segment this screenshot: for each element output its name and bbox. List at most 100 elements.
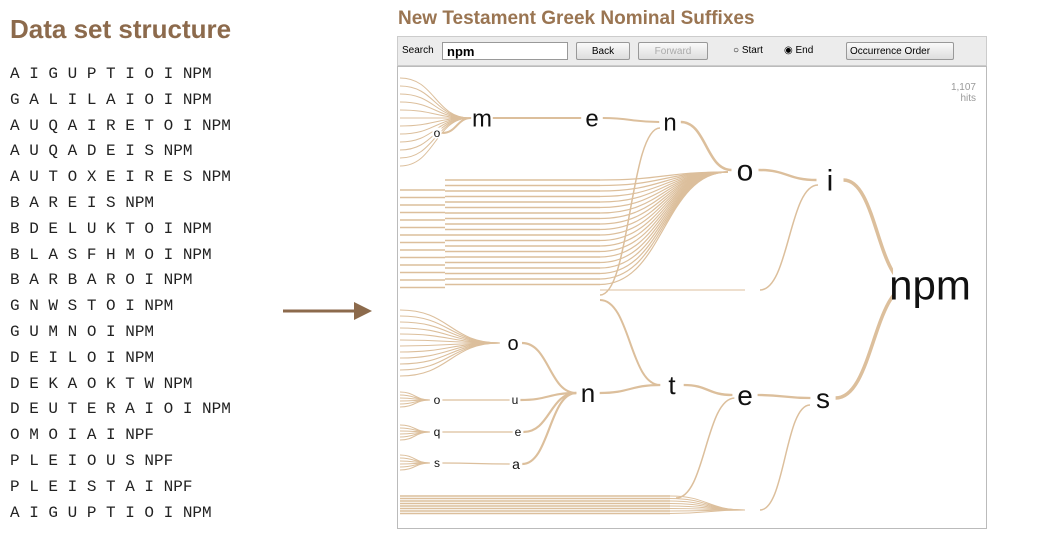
tree-node: u xyxy=(512,393,519,407)
data-line: B A R E I S NPM xyxy=(10,193,155,212)
tree-edge xyxy=(680,120,732,172)
node-bg xyxy=(432,127,442,139)
tree-node: s xyxy=(434,456,440,470)
data-line: B L A S F H M O I NPM xyxy=(10,245,212,264)
tree-edge xyxy=(399,85,471,119)
node-bg xyxy=(432,426,442,438)
tree-node: m xyxy=(472,105,492,132)
arrow-head xyxy=(354,302,372,320)
node-bg xyxy=(432,457,442,469)
tree-edge xyxy=(399,77,471,119)
node-bg xyxy=(733,156,757,184)
tree-node: n xyxy=(581,378,595,408)
tree-edge xyxy=(599,299,661,386)
tree-node: e xyxy=(515,425,522,439)
tree-edge xyxy=(759,184,819,291)
search-label: Search xyxy=(402,45,434,56)
node-bg xyxy=(812,385,834,411)
tree-node: o xyxy=(507,333,518,355)
app-title: New Testament Greek Nominal Suffixes xyxy=(398,8,755,29)
tree-panel xyxy=(397,66,987,529)
tree-edge xyxy=(675,397,736,499)
node-bg xyxy=(510,457,522,471)
start-radio[interactable]: ○ Start xyxy=(733,45,763,56)
data-line: B A R B A R O I NPM xyxy=(10,271,193,290)
tree-edge xyxy=(759,404,811,511)
tree-edge xyxy=(442,462,510,465)
tree-node: o xyxy=(434,393,441,407)
toolbar: Search npm Back Forward ○ Start ◉ End Oc… xyxy=(397,36,987,66)
data-lines: A I G U P T I O I NPM G A L I L A I O I N… xyxy=(10,62,231,526)
node-bg xyxy=(513,426,523,438)
node-bg xyxy=(582,107,602,129)
tree-edge xyxy=(399,327,501,344)
end-label: End xyxy=(795,45,814,56)
left-title: Data set structure xyxy=(10,14,232,44)
data-line: A U Q A I R E T O I NPM xyxy=(10,116,231,135)
node-bg xyxy=(578,381,598,405)
tree-edge xyxy=(599,171,729,247)
tree-edge xyxy=(399,399,431,408)
tree-node: npm xyxy=(889,262,971,309)
data-line: A U Q A D E I S NPM xyxy=(10,142,193,161)
tree-node: n xyxy=(663,109,676,136)
tree-edge xyxy=(599,383,661,395)
tree-edge xyxy=(669,509,746,514)
tree-node: t xyxy=(668,370,676,400)
tree-edge xyxy=(399,342,501,359)
tree-edge xyxy=(442,117,472,134)
data-line: P L E I O U S NPF xyxy=(10,451,174,470)
tree-node: e xyxy=(737,380,753,411)
tree-edge xyxy=(521,341,577,395)
data-line: D E I L O I NPM xyxy=(10,348,155,367)
forward-button[interactable]: Forward xyxy=(638,42,708,60)
search-input[interactable]: npm xyxy=(442,42,568,60)
tree-edge xyxy=(599,171,729,286)
data-line: G A L I L A I O I NPM xyxy=(10,90,212,109)
data-line: G U M N O I NPM xyxy=(10,322,155,341)
node-bg xyxy=(510,394,520,406)
tree-edge xyxy=(599,127,661,296)
tree-edge xyxy=(399,342,501,377)
back-button[interactable]: Back xyxy=(576,42,630,60)
hits: 1,107 hits xyxy=(940,82,976,104)
data-line: B D E L U K T O I NPM xyxy=(10,219,212,238)
tree-node: s xyxy=(816,383,830,414)
node-bg xyxy=(660,111,680,133)
tree-edge xyxy=(758,168,817,182)
node-bg xyxy=(472,107,492,129)
order-select[interactable]: Occurrence Order xyxy=(846,42,954,60)
tree-node: a xyxy=(512,456,520,472)
tree-edge xyxy=(399,431,431,441)
data-line: O M O I A I NPF xyxy=(10,426,155,445)
hits-label: hits xyxy=(960,93,976,104)
tree-edge xyxy=(399,462,431,471)
data-line: D E K A O K T W NPM xyxy=(10,374,193,393)
tree-node: o xyxy=(434,126,441,140)
node-bg xyxy=(893,266,970,304)
node-bg xyxy=(734,382,756,408)
data-line: A U T O X E I R E S NPM xyxy=(10,168,231,187)
start-label: Start xyxy=(741,45,763,56)
tree-node: o xyxy=(737,155,754,188)
tree-node: q xyxy=(434,425,441,439)
hits-count: 1,107 xyxy=(950,82,976,93)
data-line: G N W S T O I NPM xyxy=(10,297,174,316)
tree-edge xyxy=(683,383,733,397)
tree-edge xyxy=(522,391,577,466)
node-bg xyxy=(662,373,682,397)
data-line: D E U T E R A I O I NPM xyxy=(10,400,231,419)
tree-node: i xyxy=(827,165,834,198)
tree-edge xyxy=(602,117,660,123)
tree-edge xyxy=(757,393,811,400)
tree-edge xyxy=(399,117,471,167)
end-radio[interactable]: ◉ End xyxy=(784,45,814,56)
node-bg xyxy=(818,166,842,194)
node-bg xyxy=(505,334,521,352)
data-line: P L E I S T A I NPF xyxy=(10,477,193,496)
data-line: A I G U P T I O I NPM xyxy=(10,65,212,83)
tree-node: e xyxy=(585,105,598,132)
node-bg xyxy=(432,394,442,406)
